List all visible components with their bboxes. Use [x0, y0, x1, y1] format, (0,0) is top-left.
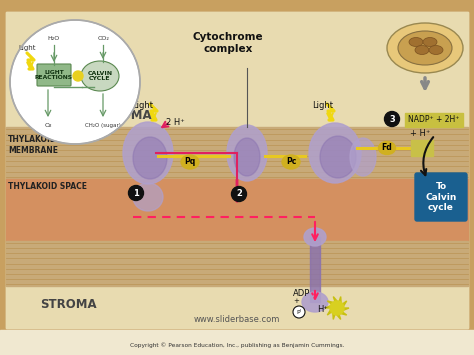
Circle shape	[384, 111, 400, 126]
Text: H⁺: H⁺	[317, 305, 328, 314]
Text: CH₂O (sugar): CH₂O (sugar)	[85, 123, 121, 128]
Text: www.sliderbase.com: www.sliderbase.com	[194, 316, 280, 324]
Ellipse shape	[387, 23, 463, 73]
Ellipse shape	[282, 155, 300, 169]
Text: Pc: Pc	[286, 158, 296, 166]
Text: 3: 3	[389, 115, 395, 124]
Text: THYLAKOID SPACE: THYLAKOID SPACE	[8, 182, 87, 191]
Bar	[6, 286, 468, 328]
Polygon shape	[333, 296, 337, 308]
Text: 1: 1	[133, 189, 139, 197]
Bar	[6, 127, 468, 179]
Circle shape	[128, 186, 144, 201]
Text: Pᴵ: Pᴵ	[297, 310, 301, 315]
Text: H₂O: H₂O	[48, 36, 60, 41]
Text: STROMA: STROMA	[40, 298, 97, 311]
Text: CALVIN
CYCLE: CALVIN CYCLE	[87, 71, 112, 81]
Text: Light: Light	[18, 45, 36, 51]
Circle shape	[293, 306, 305, 318]
Text: To
Calvin
cycle: To Calvin cycle	[425, 182, 456, 212]
Bar	[411, 140, 433, 156]
Ellipse shape	[10, 20, 140, 144]
Text: + H⁺: + H⁺	[410, 129, 430, 137]
Text: STROMA: STROMA	[95, 109, 152, 122]
Ellipse shape	[302, 292, 328, 312]
Ellipse shape	[234, 138, 260, 176]
Polygon shape	[337, 308, 346, 315]
Text: +: +	[293, 298, 299, 304]
Text: Copyright © Pearson Education, Inc., publishing as Benjamin Cummings.: Copyright © Pearson Education, Inc., pub…	[130, 342, 344, 348]
Polygon shape	[325, 306, 337, 308]
Polygon shape	[337, 296, 341, 308]
Text: LIGHT
REACTIONS: LIGHT REACTIONS	[35, 70, 73, 80]
Ellipse shape	[379, 142, 395, 154]
Circle shape	[73, 71, 83, 81]
Bar	[405, 113, 463, 127]
Text: O₂: O₂	[44, 123, 52, 128]
Polygon shape	[333, 308, 337, 320]
Ellipse shape	[398, 31, 452, 65]
Polygon shape	[337, 301, 346, 308]
Ellipse shape	[304, 228, 326, 246]
Bar	[0, 0, 474, 12]
Text: THYLAKOID
MEMBRANE: THYLAKOID MEMBRANE	[8, 135, 58, 155]
Ellipse shape	[320, 136, 356, 178]
Polygon shape	[327, 308, 337, 315]
Text: Light: Light	[132, 101, 153, 110]
Bar	[6, 12, 468, 127]
Ellipse shape	[429, 45, 443, 55]
Polygon shape	[327, 301, 337, 308]
Text: 2 H⁺: 2 H⁺	[166, 118, 185, 127]
Ellipse shape	[123, 122, 173, 184]
Ellipse shape	[309, 123, 361, 183]
Text: Cytochrome
complex: Cytochrome complex	[193, 32, 264, 54]
Bar	[0, 330, 474, 355]
Text: 2: 2	[236, 190, 242, 198]
Ellipse shape	[415, 45, 429, 55]
Ellipse shape	[81, 61, 119, 91]
Bar	[6, 12, 468, 328]
Text: CO₂: CO₂	[98, 36, 110, 41]
Circle shape	[330, 301, 344, 315]
Ellipse shape	[350, 138, 376, 176]
Text: Pq: Pq	[184, 158, 196, 166]
Ellipse shape	[409, 38, 423, 47]
Text: Light: Light	[312, 101, 333, 110]
Circle shape	[231, 186, 246, 202]
Polygon shape	[337, 308, 341, 320]
Bar	[6, 241, 468, 286]
Ellipse shape	[133, 137, 167, 179]
FancyBboxPatch shape	[415, 173, 467, 221]
Text: Fd: Fd	[382, 143, 392, 153]
Ellipse shape	[423, 38, 437, 47]
FancyBboxPatch shape	[37, 64, 71, 86]
Ellipse shape	[227, 125, 267, 181]
Text: NADP⁺ + 2H⁺: NADP⁺ + 2H⁺	[408, 115, 460, 125]
Ellipse shape	[181, 155, 199, 169]
Text: ADP: ADP	[293, 289, 310, 298]
Bar	[6, 179, 468, 241]
Bar	[310, 237, 320, 302]
Ellipse shape	[133, 183, 163, 211]
Polygon shape	[337, 308, 349, 310]
